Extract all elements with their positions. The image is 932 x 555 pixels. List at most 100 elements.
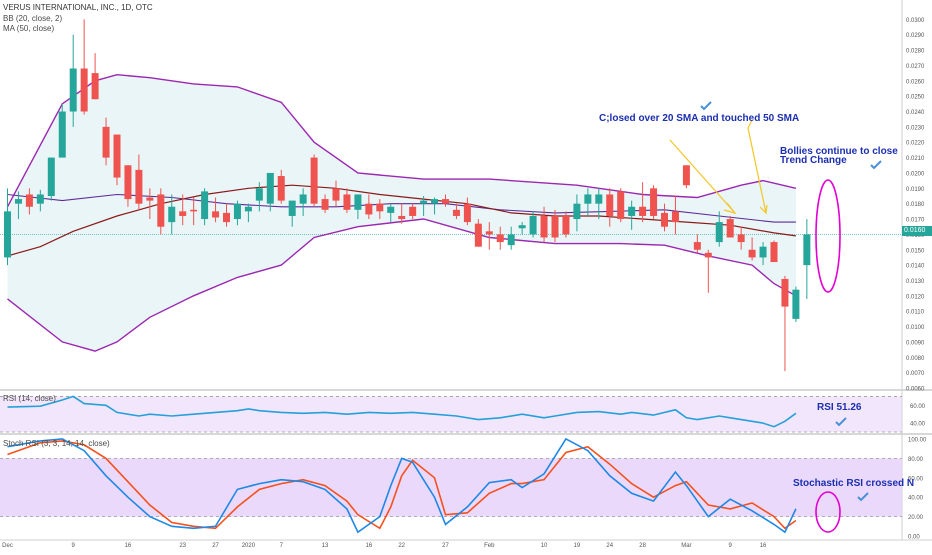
candle-body	[223, 212, 230, 223]
candle-body	[551, 215, 559, 238]
price-tick-label: 0.0170	[906, 218, 925, 224]
arrow-to-20sma	[669, 139, 737, 215]
price-tick-label: 0.0180	[906, 202, 925, 208]
candle-body	[168, 206, 176, 223]
candle-body	[343, 194, 351, 210]
stoch-tick-label: 60.00	[908, 476, 924, 482]
candle-body	[135, 169, 143, 204]
candle-body	[715, 222, 723, 243]
candle-body	[332, 188, 340, 201]
candle-body	[190, 209, 198, 212]
time-tick-label: 7	[280, 543, 284, 549]
price-tick-label: 0.0150	[906, 248, 925, 254]
rsi-tick-label: 40.00	[910, 422, 926, 428]
stoch-d-line	[7, 440, 797, 530]
candle-body	[420, 200, 428, 204]
candle-body	[398, 215, 406, 220]
candle-body	[157, 194, 165, 227]
candle-body	[540, 215, 548, 238]
price-tick-label: 0.0060	[906, 387, 925, 393]
bb-upper-band	[6, 73, 797, 208]
price-tick-label: 0.0280	[906, 49, 925, 55]
stoch-tick-label: 40.00	[908, 496, 924, 502]
arrow-tail	[747, 119, 753, 129]
candle-body	[387, 206, 395, 213]
rsi-line	[7, 395, 797, 428]
rsi-tick-label: 60.00	[910, 404, 926, 410]
check-icon	[835, 417, 847, 427]
bollies-annotation-1: Bollies continue to close	[780, 146, 898, 157]
candle-body	[69, 68, 77, 112]
stoch-annotation: Stochastic RSI crossed N	[793, 478, 915, 489]
candle-body	[102, 126, 110, 158]
price-tick-label: 0.0080	[906, 356, 925, 362]
candle-body	[496, 234, 504, 243]
price-tick-label: 0.0260	[906, 79, 925, 85]
symbol-title: VERUS INTERNATIONAL, INC., 1D, OTC	[3, 3, 153, 12]
candle-body	[255, 188, 263, 201]
time-tick-label: 9	[72, 543, 76, 549]
candle-body	[617, 191, 625, 220]
time-tick-label: 27	[212, 543, 219, 549]
candle-body	[606, 194, 614, 216]
time-tick-label: 24	[606, 543, 613, 549]
candle-body	[507, 234, 515, 246]
price-tick-label: 0.0120	[906, 294, 925, 300]
ma-legend: MA (50, close)	[3, 24, 55, 33]
candle-body	[288, 200, 296, 216]
candle-body	[376, 203, 384, 212]
price-tick-label: 0.0290	[906, 33, 925, 39]
stoch-tick-label: 20.00	[908, 515, 924, 521]
candle-body	[639, 206, 647, 216]
time-tick-label: 16	[125, 543, 132, 549]
time-tick-label: Dec	[2, 543, 13, 549]
stoch-legend: Stoch RSI (3, 3, 14, 14, close)	[3, 439, 110, 448]
candle-body	[179, 211, 187, 216]
candle-body	[759, 246, 767, 258]
price-tick-label: 0.0130	[906, 279, 925, 285]
candle-body	[529, 215, 537, 235]
price-tick-label: 0.0140	[906, 264, 925, 270]
candle-body	[431, 199, 439, 204]
check-icon	[700, 101, 712, 111]
rsi-annotation: RSI 51.26	[817, 402, 862, 413]
candle-body	[201, 191, 209, 220]
circle-stoch	[815, 491, 841, 533]
candle-body	[212, 211, 220, 218]
time-tick-label: 10	[541, 543, 548, 549]
price-tick-label: 0.0210	[906, 156, 925, 162]
time-tick-label: 16	[760, 543, 767, 549]
price-tick-label: 0.0250	[906, 95, 925, 101]
candle-body	[233, 203, 241, 220]
candle-body	[4, 211, 11, 258]
candle-body	[704, 252, 712, 258]
candle-body	[47, 157, 55, 196]
candle-body	[244, 206, 252, 212]
stoch-tick-label: 0.00	[908, 535, 920, 541]
candle-body	[792, 289, 800, 319]
candle-body	[628, 206, 636, 216]
price-tick-label: 0.0240	[906, 110, 925, 116]
time-tick-label: 28	[639, 543, 646, 549]
candle-body	[770, 242, 778, 263]
candle-body	[91, 73, 99, 100]
candle-body	[661, 212, 668, 227]
arrow-to-50sma	[747, 127, 768, 215]
candle-body	[266, 172, 274, 204]
rsi-legend: RSI (14, close)	[3, 394, 56, 403]
candle-body	[693, 242, 701, 250]
candle-body	[354, 194, 362, 210]
price-tick-label: 0.0200	[906, 171, 925, 177]
candle-body	[146, 197, 154, 201]
price-tick-label: 0.0070	[906, 371, 925, 377]
candle-body	[365, 203, 373, 215]
candle-body	[803, 234, 811, 266]
stoch-k-line	[7, 437, 797, 534]
candle-body	[124, 165, 132, 200]
candle-body	[442, 199, 449, 204]
price-tick-label: 0.0090	[906, 340, 925, 346]
candle-body	[781, 278, 789, 307]
rsi-band	[0, 396, 902, 432]
